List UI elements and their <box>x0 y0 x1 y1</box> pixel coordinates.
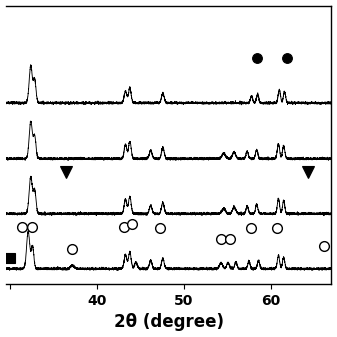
X-axis label: 2θ (degree): 2θ (degree) <box>114 313 223 332</box>
